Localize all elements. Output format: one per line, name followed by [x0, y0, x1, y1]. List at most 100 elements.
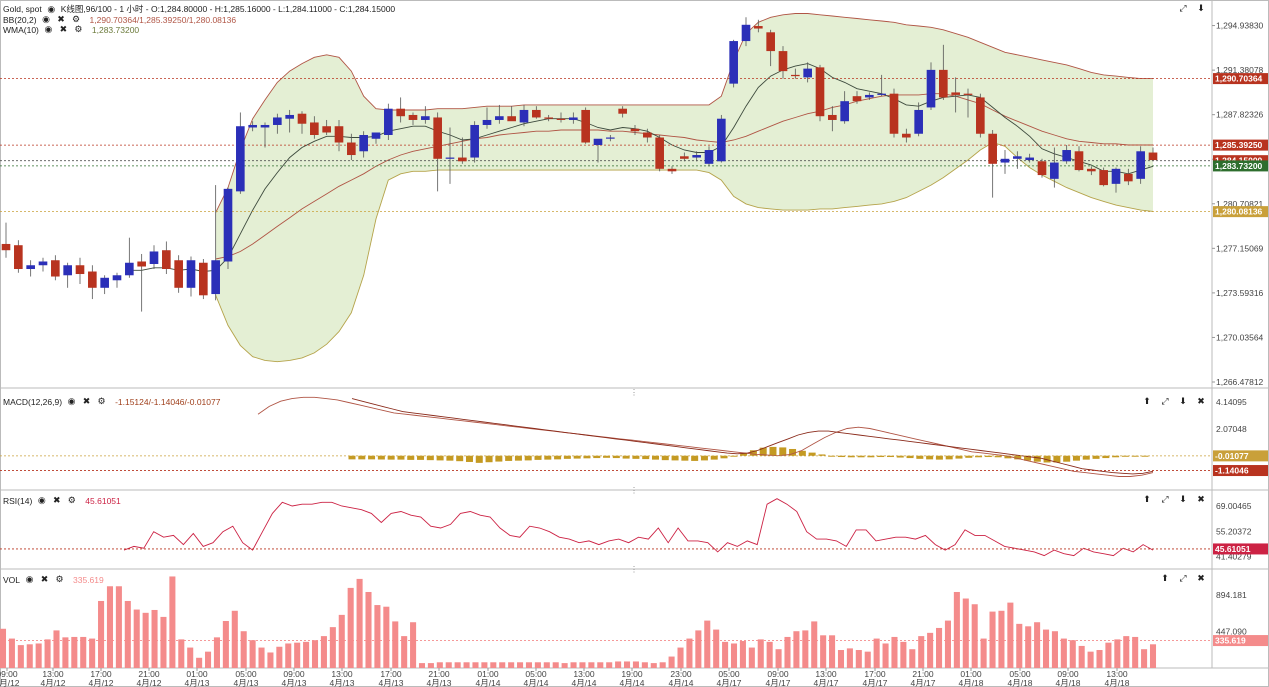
volume-bar — [17, 645, 24, 668]
candle-body — [211, 260, 220, 295]
volume-bar — [570, 662, 577, 668]
gear-icon[interactable]: ⚙ — [67, 495, 76, 505]
candle-body — [248, 124, 257, 128]
macd-histogram-bar — [710, 455, 718, 460]
close-icon[interactable]: ✖ — [59, 24, 68, 34]
candle-body — [63, 265, 72, 276]
volume-bar — [124, 600, 131, 668]
time-tick-label: 17:00 — [380, 669, 402, 679]
macd-histogram-bar — [916, 455, 924, 459]
volume-bar — [8, 638, 15, 668]
candle-body — [840, 101, 849, 122]
volume-bar — [632, 661, 639, 668]
candle-body — [14, 245, 23, 270]
close-icon[interactable]: ✖ — [1197, 573, 1205, 583]
time-tick-label: 17:00 — [864, 669, 886, 679]
volume-bar — [98, 600, 105, 668]
candle-body — [322, 126, 331, 133]
expand-icon[interactable]: ⤢ — [1161, 494, 1169, 504]
time-tick-label: 13:00 — [331, 669, 353, 679]
expand-icon[interactable]: ⤢ — [1179, 573, 1187, 583]
gear-icon[interactable]: ⚙ — [97, 396, 106, 406]
move-up-icon[interactable]: ⬆ — [1143, 396, 1151, 406]
time-tick-label: 05:00 — [235, 669, 257, 679]
move-down-icon[interactable]: ⬇ — [1179, 396, 1187, 406]
close-icon[interactable]: ✖ — [1197, 396, 1205, 406]
volume-bar — [187, 647, 194, 668]
candle-body — [680, 156, 689, 159]
move-down-icon[interactable]: ⬇ — [1179, 494, 1187, 504]
pane-resize-handle[interactable]: ⋮ — [630, 565, 638, 574]
time-tick-label: 21:00 — [138, 669, 160, 679]
macd-hist-label-box — [1213, 450, 1268, 462]
eye-icon[interactable]: ◉ — [37, 495, 46, 505]
volume-bar — [410, 622, 417, 668]
gear-icon[interactable]: ⚙ — [72, 14, 81, 24]
price-tick-label: 1,266.47812 — [1216, 377, 1264, 387]
eye-icon[interactable]: ◉ — [67, 396, 76, 406]
date-tick-label: 4月/12 — [40, 678, 65, 687]
pane-resize-handle[interactable]: ⋮ — [630, 486, 638, 495]
expand-icon[interactable]: ⤢ — [1161, 396, 1169, 406]
candle-body — [186, 260, 196, 288]
macd-histogram-bar — [818, 454, 826, 456]
close-icon[interactable]: ✖ — [1197, 494, 1205, 504]
macd-histogram-bar — [1092, 455, 1100, 459]
volume-bar — [820, 635, 827, 668]
candle-body — [38, 261, 48, 266]
eye-icon[interactable]: ◉ — [47, 3, 56, 14]
macd-tick-label: 2.07048 — [1216, 424, 1247, 434]
macd-histogram-bar — [534, 455, 542, 460]
bollinger-middle-line — [215, 93, 1153, 260]
candle-body — [458, 157, 467, 162]
volume-bar — [936, 627, 943, 668]
volume-bar — [686, 638, 693, 668]
volume-bar — [891, 636, 898, 668]
time-tick-label: 19:00 — [621, 669, 643, 679]
macd-histogram-bar — [593, 455, 601, 459]
volume-bar — [1149, 644, 1157, 668]
close-icon[interactable]: ✖ — [57, 14, 65, 24]
macd-histogram-bar — [603, 455, 611, 458]
volume-bar — [401, 636, 408, 668]
collapse-down-icon[interactable]: ⬇ — [1197, 3, 1205, 13]
volume-bar — [543, 662, 550, 668]
gear-icon[interactable]: ⚙ — [74, 24, 83, 34]
macd-line — [257, 396, 1154, 477]
close-icon[interactable]: ✖ — [53, 495, 61, 505]
move-up-icon[interactable]: ⬆ — [1143, 494, 1151, 504]
macd-histogram-bar — [847, 455, 855, 458]
candle-body — [630, 128, 640, 132]
move-up-icon[interactable]: ⬆ — [1161, 573, 1169, 583]
wma-name: WMA(10) — [3, 24, 39, 35]
candle-body — [1074, 151, 1084, 171]
volume-bar — [196, 657, 203, 668]
macd-histogram-bar — [563, 455, 571, 459]
eye-icon[interactable]: ◉ — [25, 574, 34, 584]
volume-bar — [534, 662, 541, 668]
expand-icon[interactable]: ⤢ — [1179, 3, 1187, 13]
close-icon[interactable]: ✖ — [82, 396, 91, 406]
time-tick-label: 23:00 — [670, 669, 692, 679]
candle-body — [852, 96, 862, 102]
eye-icon[interactable]: ◉ — [44, 24, 53, 34]
eye-icon[interactable]: ◉ — [42, 14, 50, 24]
volume-bar — [1025, 626, 1032, 668]
macd-histogram-bar — [896, 455, 904, 458]
time-tick-label: 09:00 — [283, 669, 305, 679]
time-tick-label: 09:00 — [0, 669, 18, 679]
volume-bar — [659, 662, 666, 668]
volume-bar — [748, 647, 755, 668]
date-tick-label: 4月/12 — [88, 678, 113, 687]
gear-icon[interactable]: ⚙ — [55, 574, 64, 584]
close-icon[interactable]: ✖ — [40, 574, 49, 584]
time-tick-label: 13:00 — [1106, 669, 1128, 679]
macd-histogram-bar — [945, 455, 953, 460]
candle-body — [828, 114, 837, 120]
candle-body — [593, 138, 603, 146]
price-label-text: 1,283.73200 — [1215, 161, 1263, 171]
candle-body — [297, 113, 307, 124]
pane-resize-handle[interactable]: ⋮ — [630, 388, 638, 397]
macd-histogram-bar — [681, 455, 689, 461]
volume-bar — [588, 662, 595, 668]
